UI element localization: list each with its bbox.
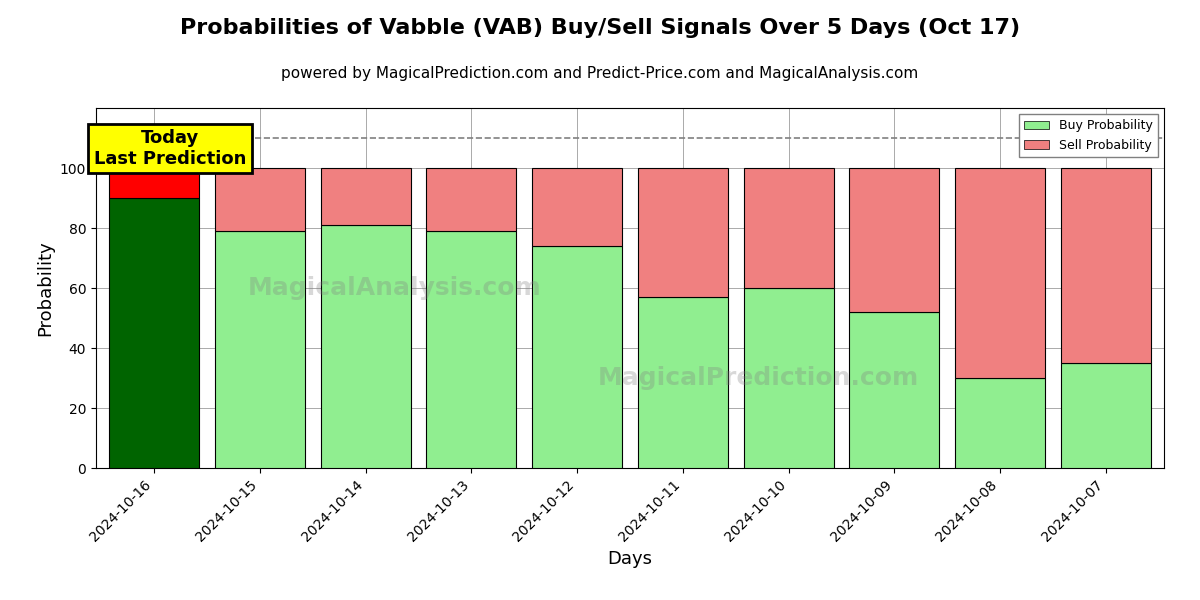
Bar <box>426 231 516 468</box>
Bar <box>109 168 199 198</box>
Bar <box>955 378 1045 468</box>
Text: powered by MagicalPrediction.com and Predict-Price.com and MagicalAnalysis.com: powered by MagicalPrediction.com and Pre… <box>281 66 919 81</box>
Bar <box>215 231 305 468</box>
Bar <box>532 246 622 468</box>
Text: MagicalAnalysis.com: MagicalAnalysis.com <box>248 276 542 300</box>
Bar <box>532 168 622 246</box>
Bar <box>320 225 410 468</box>
Bar <box>1061 168 1151 363</box>
Text: MagicalPrediction.com: MagicalPrediction.com <box>598 366 919 390</box>
Bar <box>215 168 305 231</box>
Bar <box>850 312 940 468</box>
Bar <box>955 168 1045 378</box>
Bar <box>320 168 410 225</box>
Bar <box>426 168 516 231</box>
Bar <box>744 288 834 468</box>
Text: Today
Last Prediction: Today Last Prediction <box>94 129 246 168</box>
Bar <box>109 198 199 468</box>
Bar <box>850 168 940 312</box>
Bar <box>638 168 728 297</box>
Text: Probabilities of Vabble (VAB) Buy/Sell Signals Over 5 Days (Oct 17): Probabilities of Vabble (VAB) Buy/Sell S… <box>180 18 1020 38</box>
Bar <box>638 297 728 468</box>
Legend: Buy Probability, Sell Probability: Buy Probability, Sell Probability <box>1019 114 1158 157</box>
Bar <box>1061 363 1151 468</box>
X-axis label: Days: Days <box>607 550 653 568</box>
Bar <box>744 168 834 288</box>
Y-axis label: Probability: Probability <box>36 240 54 336</box>
